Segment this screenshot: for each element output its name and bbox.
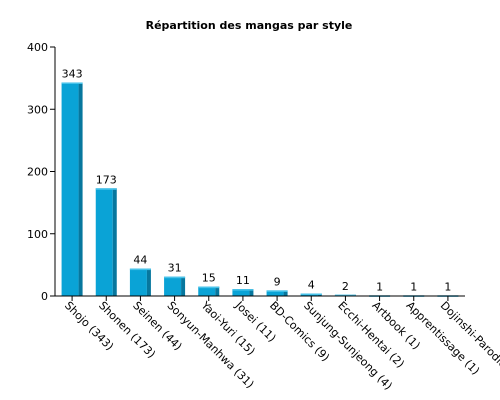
y-axis: 0 100 200 300 400 [27, 41, 56, 303]
data-label: 9 [274, 275, 281, 288]
bar-front [198, 286, 216, 296]
bar-side [215, 286, 220, 296]
bar-side [78, 82, 83, 296]
data-label: 11 [236, 274, 250, 287]
bar-top [164, 276, 186, 279]
bar-top [300, 293, 322, 296]
bars [61, 82, 459, 297]
bar [266, 290, 288, 296]
x-axis: Shojo (343)Shonen (173)Seinen (44)Sonyun… [55, 295, 500, 393]
bar-top [232, 289, 254, 291]
y-tick-label: 100 [27, 228, 48, 241]
bar [198, 286, 220, 296]
data-label: 15 [202, 272, 216, 285]
chart-title: Répartition des mangas par style [146, 19, 353, 32]
data-label: 1 [410, 280, 417, 293]
bar [129, 268, 151, 296]
bar-front [232, 289, 250, 296]
data-label: 44 [133, 254, 147, 267]
bar [95, 188, 117, 296]
bar-front [95, 188, 113, 296]
bar-side [249, 289, 254, 296]
bar-top [129, 268, 151, 271]
bar-front [164, 276, 182, 296]
bar [232, 289, 254, 296]
x-tick-label: BD-Comics (9) [267, 299, 332, 364]
data-label: 31 [168, 262, 182, 275]
y-tick-label: 200 [27, 166, 48, 179]
data-label: 1 [444, 280, 451, 293]
bar [61, 82, 83, 296]
y-tick-label: 0 [41, 290, 48, 303]
data-label: 2 [342, 280, 349, 293]
bar-front [129, 268, 147, 296]
bar [300, 293, 322, 296]
bar-front [61, 82, 79, 296]
data-label: 173 [96, 173, 117, 186]
bar-side [283, 290, 288, 296]
bar-top [95, 188, 117, 190]
bar-top [198, 286, 220, 289]
data-label: 343 [62, 67, 83, 80]
bar [164, 276, 186, 296]
bar-top [61, 82, 83, 84]
bar-side [181, 276, 186, 296]
y-tick-label: 300 [27, 103, 48, 116]
y-tick-label: 400 [27, 41, 48, 54]
bar-front [266, 290, 284, 296]
bar-side [146, 268, 151, 296]
data-label: 1 [376, 280, 383, 293]
bar-top [266, 290, 288, 292]
data-label: 4 [308, 279, 315, 292]
bar-side [112, 188, 117, 296]
